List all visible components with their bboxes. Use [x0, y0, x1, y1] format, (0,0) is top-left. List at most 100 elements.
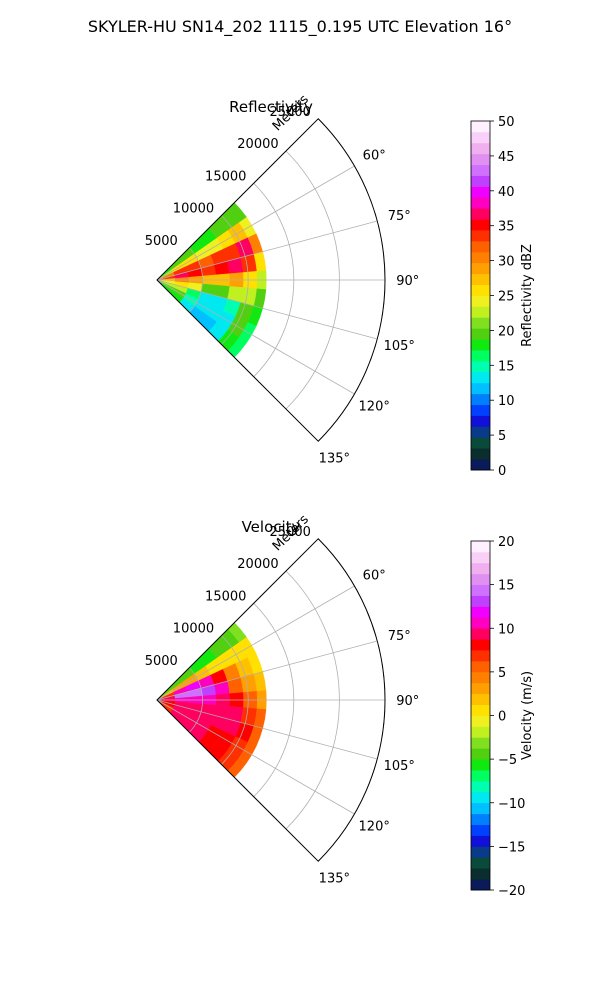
colorbar-swatch	[471, 153, 490, 166]
colorbar-swatch	[471, 704, 490, 716]
azimuth-tick-label: 135°	[319, 451, 350, 466]
colorbar-swatch	[471, 142, 490, 155]
colorbar-swatch	[471, 617, 490, 629]
colorbar-swatch	[471, 230, 490, 242]
colorbar-swatch	[471, 573, 490, 586]
colorbar-tick-label: −15	[498, 840, 525, 855]
azimuth-tick-label: 90°	[396, 274, 419, 289]
colorbar-swatch	[471, 328, 490, 340]
colorbar-swatch	[471, 393, 490, 405]
range-tick-label: 10000	[173, 202, 214, 217]
colorbar-tick-label: 5	[498, 666, 506, 681]
panel-title: Velocity	[242, 518, 301, 536]
range-tick-label: 20000	[237, 137, 278, 152]
colorbar-swatch	[471, 802, 490, 815]
colorbar-swatch	[471, 273, 490, 285]
colorbar-swatch	[471, 759, 490, 771]
colorbar-swatch	[471, 131, 490, 144]
colorbar-swatch	[471, 748, 490, 760]
colorbar-swatch	[471, 660, 490, 673]
colorbar-tick-label: −5	[498, 753, 517, 768]
colorbar-swatch	[471, 868, 490, 880]
colorbar-swatch	[471, 175, 490, 187]
azimuth-gridline	[156, 585, 355, 701]
colorbar-swatch	[471, 382, 490, 395]
colorbar-swatch	[471, 437, 490, 449]
colorbar-swatch	[471, 835, 490, 847]
azimuth-tick-label: 120°	[359, 819, 390, 834]
colorbar-tick-label: 30	[498, 255, 515, 270]
reflectivity-panel: Reflectivity500010000150002000025000Mete…	[145, 92, 535, 479]
range-tick-label: 25000	[270, 105, 311, 120]
colorbar-tick-label: 0	[498, 464, 506, 479]
colorbar: 0 5 10 15 20 25 30 35 40 45 50 Reflectivity dBZ	[470, 115, 535, 479]
colorbar-swatch	[471, 306, 490, 318]
sector-outline	[156, 118, 386, 442]
azimuth-tick-label: 105°	[384, 759, 415, 774]
colorbar-swatch	[471, 262, 490, 275]
colorbar-tick-label: 20	[498, 535, 515, 550]
colorbar-swatch	[471, 121, 490, 133]
colorbar-swatch	[471, 426, 490, 438]
colorbar-swatch	[471, 780, 490, 793]
colorbar-swatch	[471, 415, 490, 427]
azimuth-tick-label: 60°	[363, 569, 386, 584]
colorbar-swatch	[471, 606, 490, 618]
colorbar-tick-label: 40	[498, 185, 515, 200]
range-tick-label: 15000	[205, 169, 246, 184]
colorbar-swatch	[471, 551, 490, 564]
colorbar-tick-label: 15	[498, 579, 515, 594]
colorbar-swatch	[471, 737, 490, 749]
colorbar-tick-label: 45	[498, 150, 515, 165]
panel-title: Reflectivity	[229, 98, 313, 116]
colorbar-label: Reflectivity dBZ	[520, 244, 535, 347]
colorbar-swatch	[471, 295, 490, 307]
sector-outline	[156, 538, 386, 862]
azimuth-gridline	[156, 279, 355, 395]
colorbar-tick-label: −20	[498, 884, 525, 899]
range-tick-label: 25000	[270, 525, 311, 540]
figure-title: SKYLER-HU SN14_202 1115_0.195 UTC Elevat…	[88, 17, 512, 37]
colorbar-tick-label: 5	[498, 429, 506, 444]
colorbar-tick-label: 0	[498, 710, 506, 725]
colorbar-swatch	[471, 595, 490, 607]
colorbar-tick-label: 10	[498, 622, 515, 637]
azimuth-tick-label: 60°	[363, 149, 386, 164]
colorbar-swatch	[471, 459, 490, 471]
range-tick-label: 5000	[145, 234, 178, 249]
colorbar-swatch	[471, 240, 490, 253]
colorbar-swatch	[471, 671, 490, 684]
colorbar-swatch	[471, 715, 490, 727]
colorbar-swatch	[471, 350, 490, 362]
colorbar-swatch	[471, 317, 490, 329]
azimuth-tick-label: 75°	[388, 629, 411, 644]
azimuth-gridline	[156, 699, 378, 760]
range-tick-label: 10000	[173, 622, 214, 637]
colorbar-tick-label: 20	[498, 324, 515, 339]
colorbar-swatch	[471, 682, 490, 695]
colorbar-swatch	[471, 541, 490, 553]
azimuth-tick-label: 105°	[384, 339, 415, 354]
colorbar-swatch	[471, 448, 490, 460]
range-tick-label: 5000	[145, 654, 178, 669]
colorbar-swatch	[471, 219, 490, 231]
colorbar-swatch	[471, 857, 490, 869]
colorbar-swatch	[471, 360, 490, 373]
colorbar-swatch	[471, 371, 490, 384]
colorbar-swatch	[471, 846, 490, 858]
colorbar-tick-label: 35	[498, 220, 515, 235]
colorbar-label: Velocity (m/s)	[520, 671, 535, 760]
range-tick-label: 15000	[205, 589, 246, 604]
colorbar-swatch	[471, 639, 490, 651]
colorbar-tick-label: −10	[498, 797, 525, 812]
azimuth-gridline	[156, 699, 355, 815]
colorbar-swatch	[471, 197, 490, 209]
colorbar-tick-label: 25	[498, 290, 515, 305]
colorbar-swatch	[471, 284, 490, 296]
azimuth-gridline	[156, 640, 378, 701]
colorbar-swatch	[471, 584, 490, 596]
colorbar-swatch	[471, 770, 490, 782]
colorbar-swatch	[471, 791, 490, 804]
colorbar-swatch	[471, 562, 490, 575]
